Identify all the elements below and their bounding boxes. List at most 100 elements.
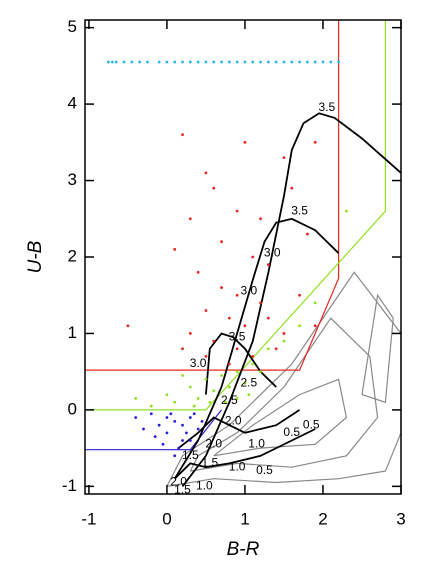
point xyxy=(282,332,286,335)
point xyxy=(138,60,142,64)
point xyxy=(146,60,149,64)
point xyxy=(235,60,239,64)
point xyxy=(266,263,270,267)
x-tick-label: 2 xyxy=(318,509,327,528)
point xyxy=(204,377,208,381)
point xyxy=(266,316,270,320)
annotation: 2.0 xyxy=(225,414,242,428)
annotation: 3.5 xyxy=(229,329,246,343)
y-tick-label: 2 xyxy=(68,246,77,265)
annotation: 1.0 xyxy=(196,479,213,493)
point xyxy=(173,247,177,251)
annotation: 1.0 xyxy=(248,436,265,450)
point xyxy=(235,209,239,213)
annotation: 2.5 xyxy=(241,375,258,389)
point xyxy=(266,347,270,351)
annotation: 0.5 xyxy=(256,463,273,477)
point xyxy=(188,416,192,419)
point xyxy=(196,270,200,274)
point xyxy=(227,316,231,320)
point xyxy=(153,435,157,439)
point xyxy=(251,354,255,358)
point xyxy=(298,293,301,297)
point xyxy=(313,301,317,305)
curve xyxy=(85,20,340,371)
annotation: 0.5 xyxy=(303,417,320,431)
annotation: 3.0 xyxy=(190,356,207,370)
point xyxy=(204,60,208,64)
point xyxy=(337,60,340,64)
point xyxy=(161,442,165,446)
point xyxy=(165,416,169,419)
point xyxy=(220,374,223,377)
curve xyxy=(361,293,394,404)
y-axis-label: U-B xyxy=(25,240,46,273)
point xyxy=(305,60,309,64)
point xyxy=(165,431,169,435)
point xyxy=(149,404,153,408)
point xyxy=(200,419,204,423)
point xyxy=(173,419,177,423)
y-tick-label: 3 xyxy=(68,170,77,189)
x-axis-label: B-R xyxy=(227,539,260,560)
point xyxy=(274,60,278,64)
point xyxy=(157,423,161,427)
annotation: 0.5 xyxy=(283,425,300,439)
annotation: 2.5 xyxy=(221,393,238,407)
point xyxy=(305,232,309,236)
point xyxy=(196,427,200,431)
point xyxy=(122,60,126,64)
curve xyxy=(181,112,402,487)
annotation: 3.5 xyxy=(319,100,336,114)
point xyxy=(282,339,286,343)
point xyxy=(243,324,247,328)
point xyxy=(196,397,200,400)
x-tick-label: 1 xyxy=(240,509,249,528)
annotation: 2.0 xyxy=(205,436,222,450)
curve xyxy=(213,378,348,457)
curve xyxy=(85,20,386,411)
curve xyxy=(178,409,301,449)
point xyxy=(204,171,208,175)
point xyxy=(235,397,239,400)
point xyxy=(157,60,161,64)
point xyxy=(220,240,223,244)
point xyxy=(227,60,231,64)
point xyxy=(313,60,317,64)
point xyxy=(298,60,301,64)
y-tick-label: 1 xyxy=(68,323,77,342)
point xyxy=(243,140,247,144)
plot-frame xyxy=(84,19,402,495)
point xyxy=(259,217,262,221)
point xyxy=(313,324,317,328)
point xyxy=(344,209,348,213)
point xyxy=(235,370,239,374)
y-tick-label: 5 xyxy=(68,17,77,36)
point xyxy=(321,60,325,64)
curve xyxy=(174,428,316,480)
point xyxy=(259,301,262,305)
point xyxy=(149,412,153,416)
point xyxy=(134,397,138,400)
point xyxy=(188,332,192,335)
point xyxy=(290,60,294,64)
point xyxy=(181,133,184,137)
point xyxy=(185,431,188,435)
point xyxy=(251,255,255,259)
x-tick-label: 3 xyxy=(396,509,405,528)
point xyxy=(313,140,317,144)
point xyxy=(188,60,192,64)
annotation: 3.0 xyxy=(264,245,281,259)
point xyxy=(192,404,196,408)
point xyxy=(247,393,251,397)
point xyxy=(212,339,216,343)
point xyxy=(196,60,200,64)
point xyxy=(259,370,262,374)
point xyxy=(220,286,223,289)
annotation: 1.5 xyxy=(201,456,218,470)
point xyxy=(204,309,208,312)
curve xyxy=(189,317,379,472)
point xyxy=(212,186,216,190)
curve xyxy=(173,217,340,480)
